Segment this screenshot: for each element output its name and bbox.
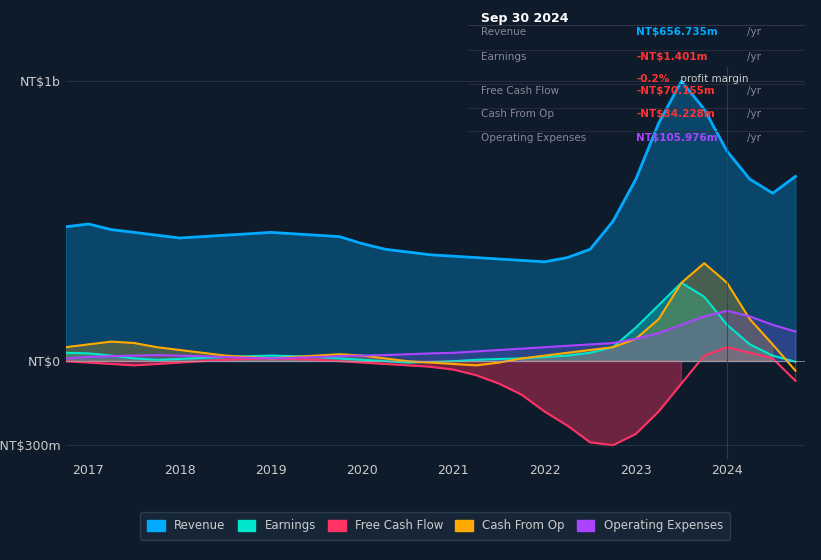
Text: -NT$34.228m: -NT$34.228m: [636, 109, 715, 119]
Text: /yr: /yr: [747, 109, 761, 119]
Text: profit margin: profit margin: [677, 74, 748, 84]
Text: /yr: /yr: [747, 27, 761, 37]
Legend: Revenue, Earnings, Free Cash Flow, Cash From Op, Operating Expenses: Revenue, Earnings, Free Cash Flow, Cash …: [140, 512, 730, 539]
Text: -0.2%: -0.2%: [636, 74, 669, 84]
Text: NT$656.735m: NT$656.735m: [636, 27, 718, 37]
Text: Revenue: Revenue: [481, 27, 526, 37]
Text: Sep 30 2024: Sep 30 2024: [481, 12, 569, 25]
Text: -NT$70.155m: -NT$70.155m: [636, 86, 715, 96]
Text: /yr: /yr: [747, 52, 761, 62]
Text: Operating Expenses: Operating Expenses: [481, 133, 587, 143]
Text: Cash From Op: Cash From Op: [481, 109, 554, 119]
Text: NT$105.976m: NT$105.976m: [636, 133, 718, 143]
Text: Earnings: Earnings: [481, 52, 527, 62]
Text: -NT$1.401m: -NT$1.401m: [636, 52, 708, 62]
Text: /yr: /yr: [747, 86, 761, 96]
Text: Free Cash Flow: Free Cash Flow: [481, 86, 560, 96]
Text: /yr: /yr: [747, 133, 761, 143]
